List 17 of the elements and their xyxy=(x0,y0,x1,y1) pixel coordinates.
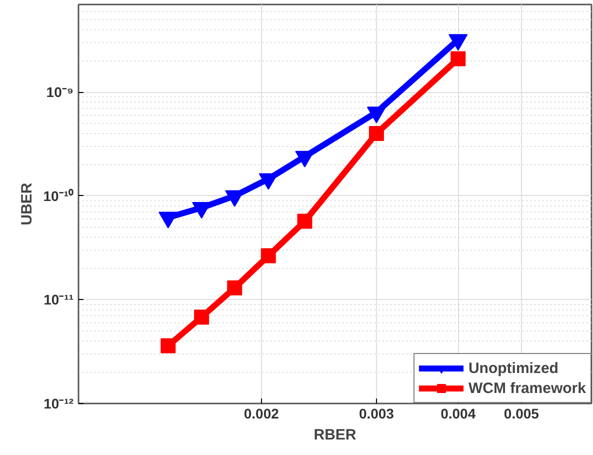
point xyxy=(194,310,210,325)
point xyxy=(227,280,242,296)
x-tick-label: 0.005 xyxy=(504,406,540,422)
point xyxy=(160,338,176,354)
legend-label: Unoptimized xyxy=(468,360,558,376)
y-tick-label: 10⁻⁹ xyxy=(46,84,74,100)
y-tick-label: 10⁻¹² xyxy=(44,396,74,412)
x-axis-title: RBER xyxy=(314,426,356,444)
point xyxy=(297,214,312,229)
legend-label: WCM framework xyxy=(468,380,586,396)
x-tick-label: 0.004 xyxy=(440,406,476,422)
y-tick-label: 10⁻¹¹ xyxy=(44,292,74,308)
y-tick-label: 10⁻¹⁰ xyxy=(43,188,74,204)
point xyxy=(158,212,178,228)
y-axis-title: UBER xyxy=(18,182,36,226)
x-tick-label: 0.003 xyxy=(358,406,394,422)
x-tick-label: 0.002 xyxy=(244,406,280,422)
